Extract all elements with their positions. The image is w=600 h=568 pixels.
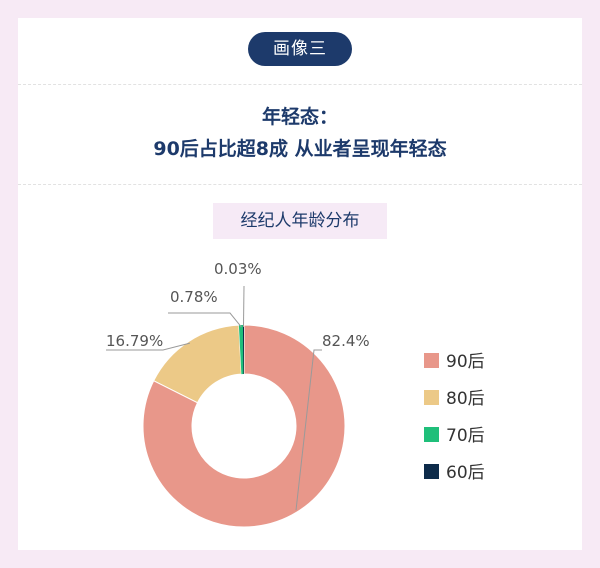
donut-chart: 82.4% 16.79% 0.78% 0.03% 90后 80后 70后 60后 — [106, 260, 485, 528]
data-label-80: 16.79% — [106, 332, 163, 350]
section-badge: 画像三 — [248, 32, 352, 66]
slice-90 — [142, 324, 346, 528]
slice-70 — [238, 325, 244, 375]
data-label-90: 82.4% — [322, 332, 370, 350]
chart-title: 经纪人年龄分布 — [213, 203, 387, 239]
divider-bottom — [18, 184, 582, 185]
legend-label-70: 70后 — [446, 426, 485, 446]
legend-swatch-80 — [424, 390, 439, 405]
legend-label-80: 80后 — [446, 389, 485, 409]
slice-60 — [242, 325, 244, 375]
leader-line-60 — [242, 285, 245, 328]
leader-line-80 — [106, 342, 191, 351]
infographic-card: 画像三 年轻态： 90后占比超8成 从业者呈现年轻态 经纪人年龄分布 82.4%… — [18, 18, 582, 550]
legend-label-90: 90后 — [446, 352, 485, 372]
legend-label-60: 60后 — [446, 463, 485, 483]
legend-swatch-70 — [424, 427, 439, 442]
slice-80 — [153, 324, 242, 404]
legend-swatch-90 — [424, 353, 439, 368]
headline-line1: 年轻态： — [261, 106, 338, 128]
divider-top — [18, 84, 582, 85]
leader-line-90 — [295, 349, 322, 511]
data-label-60: 0.03% — [214, 260, 262, 278]
data-label-70: 0.78% — [170, 288, 218, 306]
headline-line2: 90后占比超8成 从业者呈现年轻态 — [153, 138, 447, 160]
leader-line-70 — [168, 312, 242, 328]
legend-swatch-60 — [424, 464, 439, 479]
